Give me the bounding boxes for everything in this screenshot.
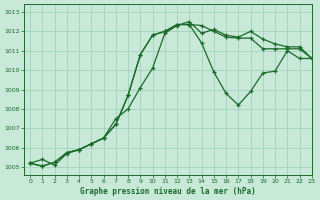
X-axis label: Graphe pression niveau de la mer (hPa): Graphe pression niveau de la mer (hPa) <box>80 187 256 196</box>
